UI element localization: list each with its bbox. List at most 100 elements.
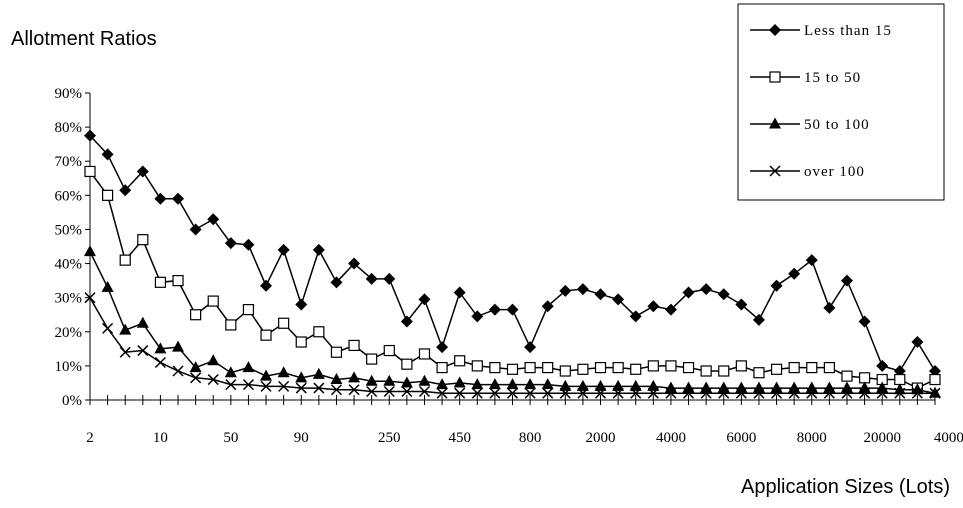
data-point (383, 272, 396, 285)
data-point (189, 361, 202, 373)
data-point (524, 387, 536, 399)
data-point (418, 385, 431, 398)
data-point (488, 303, 501, 316)
data-point (242, 238, 255, 251)
data-point (365, 272, 378, 285)
data-point (330, 373, 343, 385)
data-point (418, 348, 431, 360)
data-point (154, 342, 167, 354)
data-point (278, 317, 290, 329)
data-point (911, 387, 923, 399)
data-point (207, 295, 219, 307)
data-point (841, 387, 853, 399)
series-layer (84, 129, 941, 399)
data-point (348, 339, 360, 352)
data-point (629, 379, 642, 391)
legend-marker (769, 117, 781, 129)
data-point (190, 372, 202, 384)
data-point (630, 363, 642, 375)
legend-item: Less than 15 (750, 23, 891, 39)
data-point (683, 387, 695, 399)
data-point (418, 374, 431, 386)
data-point (823, 301, 836, 314)
data-point (735, 298, 748, 311)
data-point (330, 346, 343, 358)
data-point (718, 387, 730, 399)
data-point (154, 192, 167, 205)
data-point (471, 387, 483, 399)
data-point (524, 361, 536, 374)
data-point (278, 380, 290, 392)
data-point (136, 316, 149, 328)
x-tick-label: 250 (378, 430, 401, 446)
data-point (471, 360, 483, 372)
data-point (665, 360, 677, 372)
data-point (260, 380, 272, 392)
data-point (559, 284, 572, 297)
data-point (911, 336, 924, 349)
x-tick-label: 2000 (586, 430, 616, 446)
data-point (312, 367, 325, 379)
y-tick-label: 50% (55, 222, 83, 238)
data-point (172, 275, 184, 287)
data-point (735, 360, 747, 372)
data-point (330, 276, 343, 289)
data-point (471, 310, 484, 323)
data-point (788, 381, 801, 393)
data-point (313, 326, 325, 338)
data-point (506, 363, 519, 375)
legend-label: over 100 (804, 164, 865, 180)
data-point (207, 354, 220, 366)
legend: Less than 15 15 to 50 50 to 100 over 100 (737, 3, 945, 201)
data-point (295, 336, 307, 348)
data-point (454, 355, 466, 367)
data-point (524, 341, 537, 354)
data-point (577, 363, 589, 375)
x-tick-label: 450 (448, 430, 471, 446)
x-tick-label: 90 (294, 430, 309, 446)
legend-marker (769, 165, 781, 177)
x-tick-label: 2 (86, 430, 94, 446)
data-point (506, 303, 519, 316)
data-point (366, 385, 378, 398)
data-point (454, 387, 466, 399)
data-point (225, 319, 237, 331)
data-point (823, 361, 835, 374)
data-point (224, 237, 237, 250)
data-point (242, 379, 254, 391)
data-point (858, 315, 871, 328)
data-point (471, 378, 484, 390)
data-point (453, 286, 466, 299)
data-point (489, 361, 501, 374)
data-point (718, 365, 730, 377)
data-point (436, 341, 449, 354)
x-tick-label: 4000 (656, 430, 686, 446)
y-tick-label: 60% (55, 188, 83, 204)
data-point (101, 148, 114, 161)
data-point (806, 387, 818, 399)
data-point (753, 387, 765, 399)
x-tick-label: 800 (519, 430, 542, 446)
data-point (137, 234, 149, 246)
data-point (102, 322, 114, 334)
data-point (436, 387, 448, 399)
data-point (770, 363, 783, 375)
data-point (929, 387, 941, 399)
y-tick-label: 20% (55, 325, 83, 341)
data-point (559, 387, 571, 399)
data-point (752, 313, 765, 326)
data-point (559, 379, 572, 391)
data-point (225, 379, 237, 391)
series-2 (84, 165, 941, 394)
axes: 0% 10% 20% 30% 40% 50% 60% 70% 80% 90% 2 10 50 90 250 4… (55, 86, 963, 446)
y-tick-label: 40% (55, 257, 83, 273)
x-tick-label: 10 (153, 430, 168, 446)
data-point (700, 283, 713, 296)
data-point (207, 213, 220, 226)
data-point (489, 387, 501, 399)
data-point (154, 276, 167, 288)
data-point (647, 360, 659, 372)
legend-item: over 100 (750, 164, 865, 180)
y-tick-label: 90% (55, 86, 83, 102)
